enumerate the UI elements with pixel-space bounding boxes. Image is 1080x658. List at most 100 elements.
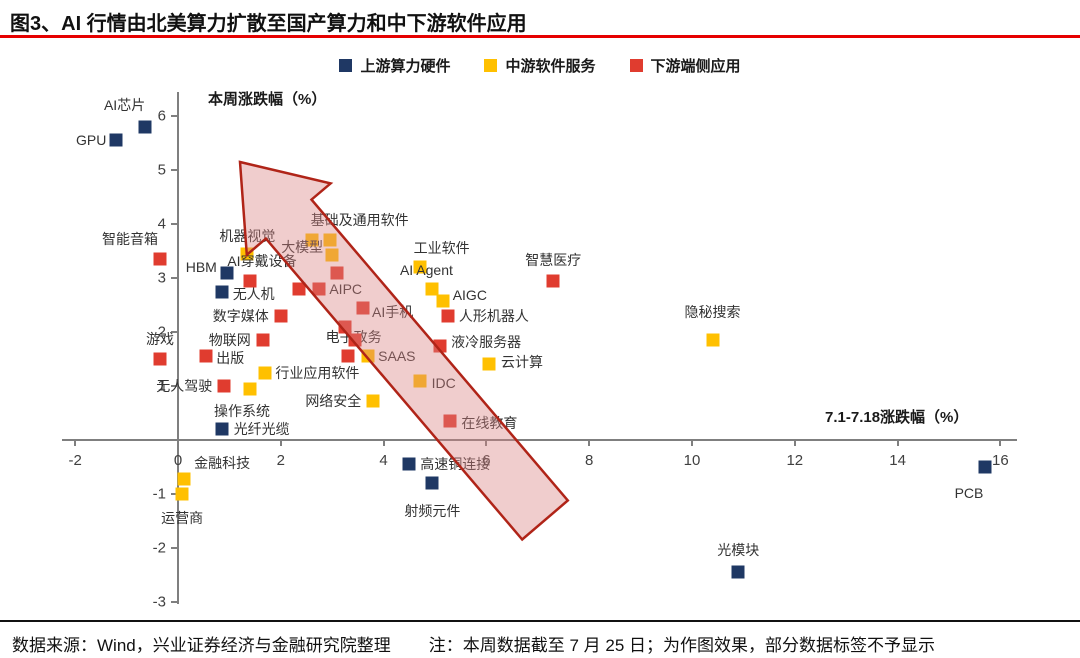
scatter-point	[274, 309, 288, 323]
legend-item: 上游算力硬件	[339, 55, 450, 76]
scatter-point	[338, 320, 352, 334]
scatter-point	[256, 333, 270, 347]
x-axis-line	[62, 439, 1017, 441]
y-tick-mark	[171, 223, 177, 225]
scatter-point	[175, 487, 189, 501]
x-tick-mark	[588, 440, 591, 446]
scatter-point	[402, 457, 416, 471]
y-tick-mark	[171, 601, 177, 603]
point-label: HBM	[185, 258, 217, 275]
point-label: AIPC	[329, 280, 363, 297]
x-tick-mark	[279, 440, 282, 446]
y-tick-mark	[171, 385, 177, 387]
scatter-point	[356, 301, 370, 315]
y-tick-mark	[171, 493, 177, 495]
scatter-point	[109, 133, 123, 147]
point-label: PCB	[954, 485, 984, 501]
x-tick-label: 2	[276, 452, 285, 469]
scatter-point	[138, 120, 152, 134]
point-label: 光模块	[717, 542, 760, 559]
point-label: 人形机器人	[458, 307, 529, 324]
point-label: 智慧医疗	[525, 251, 582, 268]
scatter-point	[330, 266, 344, 280]
footnote-text: 注：本周数据截至 7 月 25 日；为作图效果，部分数据标签不予显示	[428, 636, 935, 655]
point-label: AI芯片	[103, 96, 146, 113]
data-source-text: 数据来源：Wind，兴业证券经济与金融研究院整理	[12, 636, 391, 655]
scatter-point	[361, 349, 375, 363]
point-label: IDC	[431, 374, 456, 391]
legend-item: 下游端侧应用	[629, 55, 741, 76]
scatter-point	[731, 565, 745, 579]
point-label: 隐秘搜索	[684, 304, 741, 321]
scatter-point	[312, 282, 326, 296]
legend-swatch	[339, 59, 353, 72]
figure-title: 图3、AI 行情由北美算力扩散至国产算力和中下游软件应用	[10, 13, 527, 35]
x-tick-label: 12	[786, 452, 804, 469]
x-tick-label: -2	[68, 452, 82, 469]
scatter-point	[978, 460, 992, 474]
y-tick-label: 2	[157, 323, 166, 341]
legend-item: 中游软件服务	[484, 55, 596, 76]
x-tick-mark	[793, 440, 796, 446]
point-label: SAAS	[378, 348, 416, 365]
scatter-point	[325, 248, 339, 262]
point-label: 出版	[216, 350, 245, 367]
legend-label: 上游算力硬件	[360, 58, 451, 75]
scatter-point	[243, 274, 257, 288]
scatter-point	[177, 472, 191, 486]
point-label: AI手机	[372, 303, 414, 320]
scatter-point	[443, 414, 457, 428]
title-underline	[0, 35, 1080, 38]
scatter-point	[433, 339, 447, 352]
scatter-point	[153, 252, 167, 266]
point-label: 基础及通用软件	[310, 212, 409, 229]
point-label: 工业软件	[413, 240, 470, 257]
point-label: 高速铜连接	[420, 456, 491, 473]
y-tick-label: -3	[152, 593, 166, 611]
scatter-point	[220, 266, 234, 280]
legend-swatch	[484, 59, 498, 72]
x-tick-label: 8	[585, 452, 594, 469]
y-tick-mark	[171, 277, 177, 279]
scatter-point	[153, 352, 167, 366]
point-label: AI Agent	[399, 261, 453, 278]
x-tick-label: 10	[683, 452, 701, 469]
y-tick-label: 6	[157, 107, 166, 125]
y-tick-label: 1	[157, 377, 166, 395]
scatter-point	[292, 282, 306, 296]
y-tick-mark	[171, 115, 177, 117]
scatter-point	[215, 422, 229, 436]
scatter-point	[706, 333, 720, 347]
scatter-point	[482, 357, 496, 371]
scatter-point	[413, 374, 427, 388]
point-label: 云计算	[500, 354, 543, 371]
point-label: GPU	[75, 132, 107, 149]
x-tick-mark	[74, 440, 77, 446]
point-label: 射频元件	[404, 503, 461, 520]
scatter-point	[323, 233, 337, 247]
y-tick-label: 3	[157, 269, 166, 287]
legend-label: 中游软件服务	[505, 58, 596, 75]
y-tick-mark	[171, 169, 177, 171]
y-tick-label: 4	[157, 215, 166, 233]
legend-swatch	[629, 59, 643, 72]
point-label: AIGC	[452, 286, 487, 303]
point-label: 机器视觉	[219, 227, 276, 244]
scatter-point	[243, 382, 257, 396]
x-axis-title: 7.1-7.18涨跌幅（%）	[825, 409, 969, 426]
point-label: 金融科技	[194, 454, 251, 471]
x-tick-label: 14	[889, 452, 906, 469]
scatter-point	[215, 285, 229, 298]
x-tick-label: 4	[379, 452, 388, 469]
y-tick-label: 5	[157, 161, 166, 179]
scatter-point	[436, 294, 450, 308]
x-tick-mark	[999, 440, 1002, 446]
point-label: 操作系统	[213, 402, 270, 419]
y-tick-label: -1	[152, 485, 166, 503]
y-axis-line	[177, 92, 179, 604]
x-tick-mark	[691, 440, 693, 446]
footer: 数据来源：Wind，兴业证券经济与金融研究院整理 注：本周数据截至 7 月 25…	[12, 631, 1068, 656]
point-label: 运营商	[161, 510, 204, 526]
